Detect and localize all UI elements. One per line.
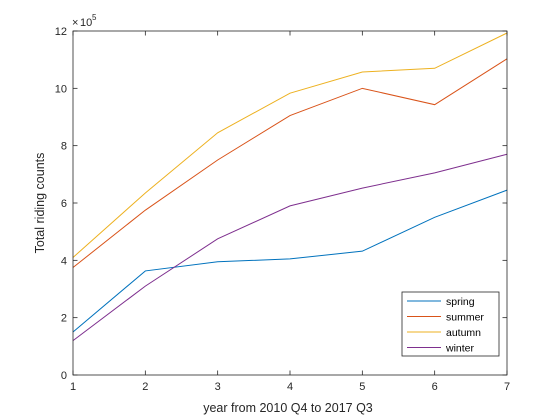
x-tick-label: 1 [70,381,76,393]
series-line-winter [72,153,508,341]
y-exponent-times: × [72,17,78,29]
y-tick-label: 4 [61,255,67,267]
x-axis-label: year from 2010 Q4 to 2017 Q3 [203,401,373,415]
legend-label: spring [446,296,475,308]
y-tick-label: 8 [61,141,67,153]
legend: spring summer autumn winter [401,291,500,357]
axes-layer [72,30,508,376]
x-tick-label: 2 [142,381,148,393]
series-layer [72,32,508,341]
legend-item-spring: spring [407,296,475,308]
legend-label: autumn [446,327,481,339]
y-axis-label: Total riding counts [33,153,47,254]
legend-item-autumn: autumn [407,327,481,339]
x-tick-label: 4 [287,381,293,393]
series-line-summer [72,58,508,268]
y-tick-label: 10 [55,83,67,95]
y-axis-exponent: × 10 5 [72,13,97,29]
y-tick-label: 6 [61,198,67,210]
legend-item-winter: winter [407,342,475,354]
y-tick-label: 12 [55,26,67,38]
x-tick-label: 3 [215,381,221,393]
x-tick-label: 5 [359,381,365,393]
legend-box [401,291,500,357]
legend-label: summer [446,311,484,323]
legend-label: winter [445,342,475,354]
y-tick-label: 0 [61,370,67,382]
y-exponent-base: 10 [80,17,92,29]
plot-area [72,30,508,376]
y-tick-label: 2 [61,313,67,325]
x-tick-label: 7 [504,381,510,393]
series-line-autumn [72,32,508,258]
x-tick-label: 6 [432,381,438,393]
series-line-spring [72,189,508,333]
legend-item-summer: summer [407,311,484,323]
y-exponent-power: 5 [92,13,97,22]
